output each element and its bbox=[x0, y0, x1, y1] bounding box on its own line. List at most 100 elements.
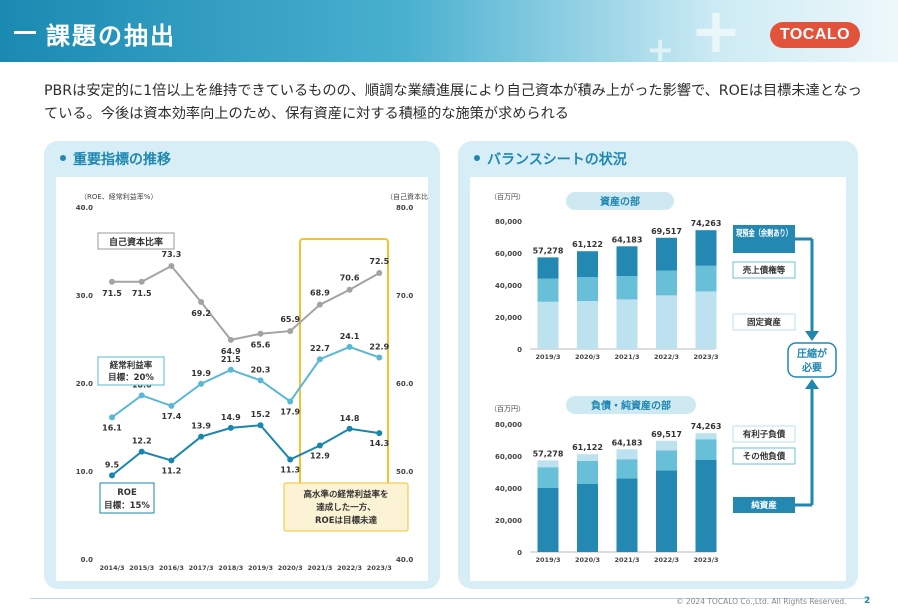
data-label: 16.1 bbox=[102, 423, 122, 432]
data-label: 24.1 bbox=[340, 332, 360, 341]
data-point bbox=[198, 433, 205, 440]
data-label: 17.4 bbox=[162, 412, 182, 421]
compress-box bbox=[787, 342, 837, 378]
data-label: 22.9 bbox=[369, 342, 389, 351]
data-point bbox=[109, 414, 115, 421]
callout-roe: ROE 目標：15% bbox=[99, 482, 155, 514]
data-point bbox=[109, 472, 115, 479]
other-liab-label: その他負債 bbox=[743, 451, 786, 462]
bar-segment bbox=[537, 257, 559, 279]
bar-segment bbox=[695, 291, 717, 349]
data-point bbox=[287, 456, 294, 463]
bar-x-label: 2019/3 bbox=[536, 353, 561, 361]
indicators-title-text: 重要指標の推移 bbox=[73, 152, 171, 168]
callout-roe-target: 目標：15% bbox=[104, 500, 150, 511]
fixed-assets-label-box bbox=[732, 313, 796, 331]
down-arrow-icon bbox=[805, 331, 819, 341]
bar-total-label: 74,263 bbox=[691, 422, 722, 431]
bar-segment bbox=[577, 460, 598, 484]
bar-segment bbox=[656, 470, 677, 552]
bar-segment bbox=[695, 439, 717, 460]
highlight-note-box bbox=[283, 482, 409, 532]
data-point bbox=[138, 278, 145, 285]
indicators-panel: 重要指標の推移 （ROE、経常利益率%） （自己資本比率%） 40.0 30.0… bbox=[44, 141, 449, 589]
data-label: 17.9 bbox=[280, 407, 300, 416]
data-point bbox=[227, 366, 234, 373]
data-label: 11.3 bbox=[280, 466, 300, 475]
liab-y-tick: 80,000 bbox=[495, 421, 522, 429]
data-point bbox=[287, 328, 294, 335]
data-point bbox=[257, 377, 264, 384]
data-label: 14.9 bbox=[221, 413, 241, 422]
bar-total-label: 69,517 bbox=[651, 227, 682, 236]
bar-segment bbox=[537, 301, 559, 349]
highlight-note-line1: 高水準の経常利益率を bbox=[303, 489, 388, 500]
data-label: 22.7 bbox=[310, 344, 330, 353]
data-label: 20.3 bbox=[251, 365, 271, 374]
x-tick-label: 2017/3 bbox=[189, 564, 214, 572]
x-tick-label: 2023/3 bbox=[367, 564, 392, 572]
bar-segment bbox=[656, 450, 677, 471]
liab-y-tick: 0 bbox=[517, 549, 522, 557]
bar-segment bbox=[537, 460, 559, 468]
left-tick: 10.0 bbox=[76, 468, 93, 476]
data-label: 19.9 bbox=[191, 369, 211, 378]
data-point bbox=[376, 430, 383, 437]
header-banner: 課題の抽出 + + TOCALO bbox=[0, 0, 898, 70]
data-point bbox=[138, 392, 145, 399]
bar-segment bbox=[695, 230, 717, 266]
bar-segment bbox=[537, 467, 559, 488]
bar-segment bbox=[616, 449, 638, 460]
bar-segment bbox=[616, 299, 638, 349]
data-point bbox=[376, 354, 383, 361]
fixed-assets-label: 固定資産 bbox=[747, 317, 782, 328]
bar-total-label: 64,183 bbox=[612, 438, 643, 447]
data-label: 68.9 bbox=[310, 289, 330, 298]
bar-segment bbox=[656, 270, 677, 296]
compress-text: 圧縮が bbox=[797, 347, 828, 360]
x-tick-label: 2022/3 bbox=[337, 564, 362, 572]
callout-margin-text: 経常利益率 bbox=[110, 360, 153, 371]
bar-x-label: 2022/3 bbox=[654, 353, 679, 361]
bar-segment bbox=[616, 246, 638, 277]
assets-y-tick: 20,000 bbox=[495, 314, 522, 322]
tocalo-logo: TOCALO bbox=[770, 22, 860, 48]
indicators-line-chart: （ROE、経常利益率%） （自己資本比率%） 40.0 30.0 20.0 10… bbox=[76, 192, 449, 572]
bar-total-label: 57,278 bbox=[533, 246, 564, 255]
bar-segment bbox=[537, 488, 559, 552]
indicators-panel-title: 重要指標の推移 bbox=[60, 149, 171, 169]
balance-chart-area: 資産の部 負債・純資産の部 （百万円） （百万円） 80,000 60,000 … bbox=[470, 177, 846, 581]
right-tick: 70.0 bbox=[396, 292, 413, 300]
bar-segment bbox=[616, 459, 638, 479]
data-point bbox=[168, 262, 175, 269]
data-point bbox=[168, 457, 175, 464]
liab-y-tick: 60,000 bbox=[495, 453, 522, 461]
liab-y-ticks: 80,000 60,000 40,000 20,000 0 bbox=[495, 421, 522, 557]
bar-segment bbox=[577, 251, 598, 277]
series-line bbox=[111, 424, 380, 477]
callout-equity-text: 自己資本比率 bbox=[109, 236, 163, 248]
data-point bbox=[346, 425, 353, 432]
plus-decoration-large-icon: + bbox=[690, 0, 742, 67]
bar-segment bbox=[577, 277, 598, 301]
highlight-note-line3: ROEは目標未達 bbox=[315, 515, 378, 526]
bar-total-label: 61,122 bbox=[572, 443, 603, 452]
left-tick: 20.0 bbox=[76, 380, 93, 388]
data-point bbox=[257, 422, 264, 429]
bar-total-label: 64,183 bbox=[612, 235, 643, 244]
bar-segment bbox=[537, 278, 559, 302]
data-point bbox=[198, 299, 205, 306]
x-tick-label: 2014/3 bbox=[100, 564, 125, 572]
left-tick: 0.0 bbox=[81, 556, 94, 564]
debt-label: 有利子負債 bbox=[743, 429, 786, 440]
data-label: 12.9 bbox=[310, 451, 330, 460]
liab-title-pill bbox=[566, 396, 696, 414]
series-line bbox=[112, 264, 380, 341]
other-liab-label-box bbox=[732, 447, 796, 465]
assets-y-tick: 0 bbox=[517, 346, 522, 354]
bar-total-label: 74,263 bbox=[691, 219, 722, 228]
bar-segment bbox=[577, 484, 598, 552]
data-label: 69.2 bbox=[191, 309, 211, 318]
plus-decoration-icon: + bbox=[646, 30, 675, 70]
callout-margin-box bbox=[97, 356, 165, 386]
